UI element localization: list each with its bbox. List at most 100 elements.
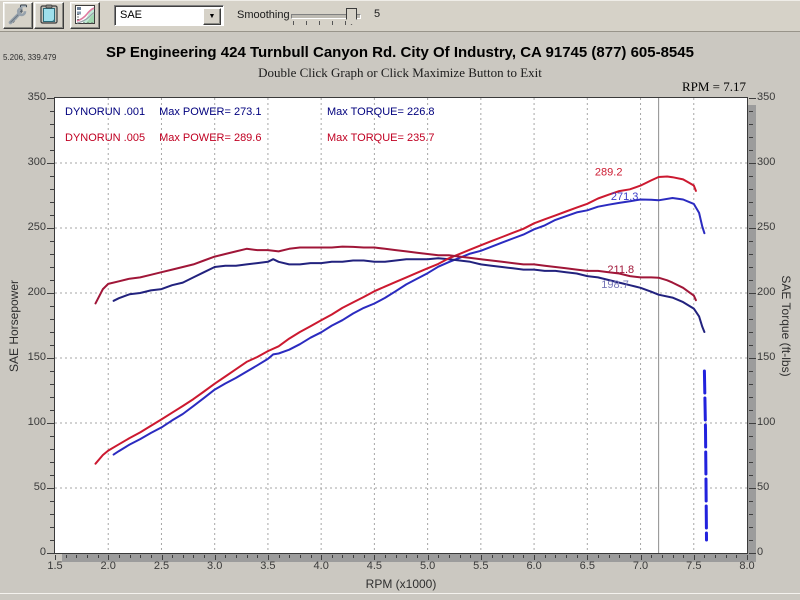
y-tick-right [749, 514, 753, 515]
slider-thumb[interactable] [346, 8, 357, 25]
y-tick-right [749, 189, 753, 190]
x-tick [438, 555, 440, 558]
y-tick-left [50, 202, 54, 203]
x-tick [459, 555, 461, 558]
y-tick-left [50, 371, 54, 372]
y-tick-right [749, 228, 756, 229]
x-tick [480, 555, 482, 560]
y-tick-left [50, 124, 54, 125]
y-tick-right [749, 124, 753, 125]
y-tick-left [50, 436, 54, 437]
dyno-curves-canvas: 289.2 271.3 211.8 198.7 [55, 98, 747, 553]
x-tick [246, 555, 248, 558]
x-tick [640, 555, 642, 560]
x-tick [427, 555, 429, 560]
tools-button[interactable] [3, 2, 33, 29]
y-tick-right [749, 215, 753, 216]
y-tick-right [749, 98, 756, 99]
y-tick-left [47, 228, 54, 229]
x-tick [715, 555, 717, 558]
legend-run-1-name: DYNORUN .001 [65, 106, 146, 118]
rpm-readout: RPM = 7.17 [681, 79, 746, 94]
legend-run-2-name: DYNORUN .005 [65, 132, 146, 144]
x-tick [374, 555, 376, 560]
x-tick [385, 555, 386, 558]
y-tick-right [749, 384, 753, 385]
y-tick-label-left: 200 [27, 286, 46, 298]
x-tick [172, 555, 174, 558]
y-tick-label-right: 100 [757, 416, 776, 428]
x-tick [257, 555, 259, 558]
x-tick [747, 555, 748, 560]
clipboard-button[interactable] [34, 2, 64, 29]
toolbar: SAE ▼ Smoothing 5 [0, 0, 800, 32]
y-tick-right [749, 306, 753, 307]
y-tick-label-left: 300 [27, 156, 46, 168]
y-tick-left [50, 540, 54, 541]
y-tick-label-right: 350 [757, 91, 776, 103]
y-tick-right [749, 267, 753, 268]
x-tick [395, 555, 397, 558]
x-tick [534, 555, 536, 560]
x-tick [140, 555, 142, 558]
x-tick [86, 555, 88, 558]
y-tick-right [749, 397, 753, 398]
svg-text:198.7: 198.7 [601, 279, 629, 291]
y-tick-left [50, 150, 54, 151]
x-tick [161, 555, 163, 560]
tools-icon [7, 4, 29, 28]
x-tick-label: 3.5 [260, 560, 276, 572]
x-tick [363, 555, 365, 558]
y-tick-left [50, 345, 54, 346]
y-tick-label-right: 150 [757, 351, 776, 363]
y-tick-right [749, 163, 756, 164]
units-combobox[interactable]: SAE ▼ [114, 5, 224, 26]
x-tick [406, 555, 408, 558]
x-tick [299, 555, 301, 558]
x-tick [236, 555, 237, 558]
x-tick [587, 555, 589, 560]
window-bottom-bevel [0, 593, 800, 594]
smoothing-slider[interactable] [291, 6, 363, 28]
y-tick-left [50, 397, 54, 398]
chevron-down-icon[interactable]: ▼ [203, 8, 221, 25]
x-tick [608, 555, 610, 558]
y-tick-label-left: 150 [27, 351, 46, 363]
y-tick-left [50, 514, 54, 515]
y-tick-left [50, 267, 54, 268]
legend-run-1-torque: Max TORQUE= 226.8 [327, 106, 435, 118]
x-tick [704, 555, 706, 558]
y-tick-right [749, 553, 756, 554]
y-tick-left [50, 332, 54, 333]
slider-tick [345, 21, 346, 25]
x-tick [651, 555, 653, 558]
slider-track[interactable] [291, 14, 361, 19]
y-tick-label-right: 250 [757, 221, 776, 233]
y-tick-right [749, 150, 753, 151]
y-tick-right [749, 280, 753, 281]
x-tick [97, 555, 99, 558]
y-tick-left [50, 449, 54, 450]
y-tick-right [749, 540, 753, 541]
y-tick-left [50, 111, 54, 112]
page-subtitle: Double Click Graph or Click Maximize But… [258, 65, 542, 80]
y-tick-right [749, 501, 753, 502]
y-tick-label-right: 200 [757, 286, 776, 298]
dyno-plot-area[interactable]: 289.2 271.3 211.8 198.7 DYNORUN .001 Max POW… [54, 97, 748, 554]
y-tick-left [50, 475, 54, 476]
y-tick-right [749, 527, 753, 528]
x-tick [108, 555, 110, 560]
y-tick-right [749, 111, 753, 112]
units-combobox-value: SAE [120, 9, 143, 21]
x-tick [65, 555, 67, 558]
graph-button[interactable] [70, 2, 100, 29]
x-tick [672, 555, 674, 558]
y-tick-label-left: 350 [27, 91, 46, 103]
y-tick-right [749, 462, 753, 463]
x-tick [331, 555, 333, 558]
graph-icon [74, 4, 96, 28]
y-tick-right [749, 241, 753, 242]
y-tick-label-left: 100 [27, 416, 46, 428]
y-tick-left [47, 553, 54, 554]
y-tick-left [47, 358, 54, 359]
